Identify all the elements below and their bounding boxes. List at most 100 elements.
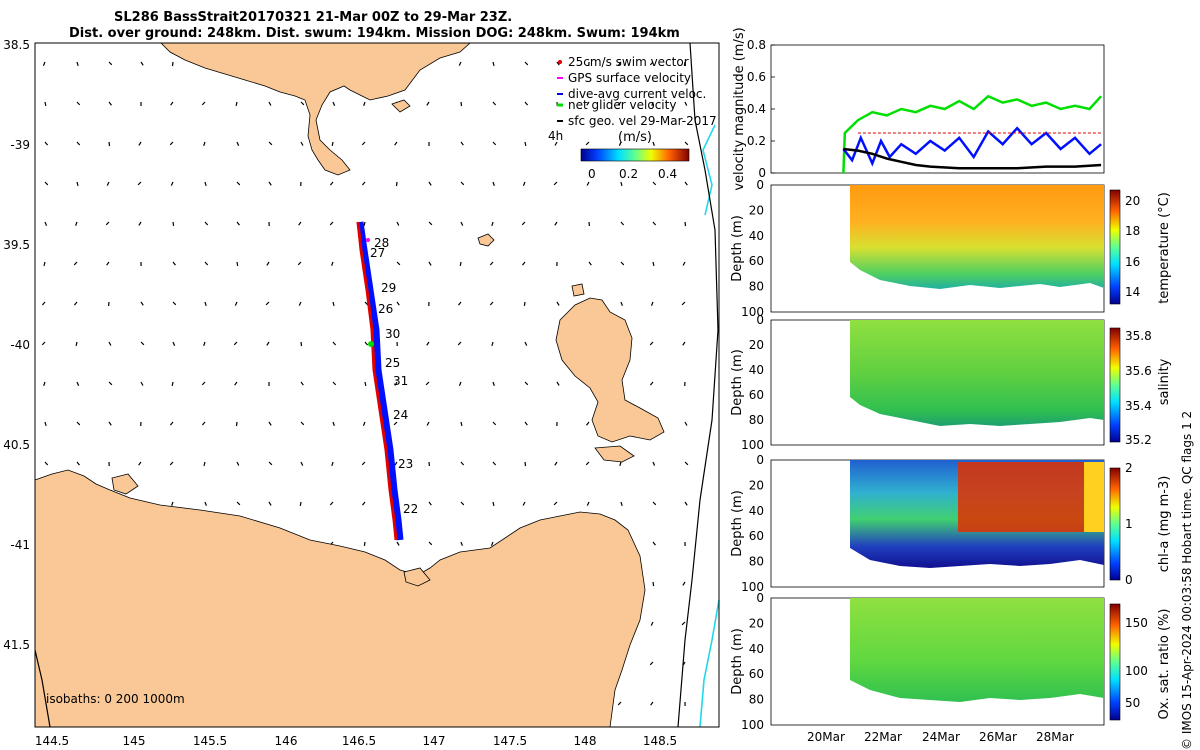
- velocity-arrow: [650, 301, 654, 306]
- lon-tick: 145: [123, 734, 146, 748]
- velocity-arrow: [108, 381, 113, 386]
- velocity-arrow: [332, 341, 337, 346]
- track-day-label: 29: [381, 281, 396, 295]
- velocity-arrow: [682, 581, 686, 586]
- velocity-arrow: [460, 181, 465, 186]
- velocity-arrow: [332, 381, 337, 386]
- velocity-arrow: [396, 261, 401, 266]
- velocity-arrow: [106, 181, 110, 186]
- depth-tick-label: 100: [741, 580, 764, 594]
- depth-tick-label: 40: [749, 363, 764, 377]
- legend-swatch: [558, 60, 562, 64]
- velocity-arrow: [235, 101, 238, 107]
- velocity-arrow: [76, 101, 81, 106]
- velocity-arrow: [329, 181, 334, 186]
- velocity-arrow: [42, 61, 46, 66]
- velocity-arrow: [492, 461, 497, 466]
- depth-ylabel: Depth (m): [730, 215, 745, 282]
- velocity-arrow: [492, 181, 495, 186]
- velocity-tick-label: 0: [758, 166, 766, 180]
- velocity-arrow: [489, 261, 494, 266]
- velocity-arrow: [620, 501, 623, 506]
- velocity-arrow: [201, 421, 206, 426]
- lat-tick: -41: [10, 538, 30, 552]
- velocity-arrow: [169, 421, 174, 426]
- velocity-arrow: [460, 541, 463, 546]
- velocity-arrow: [684, 221, 687, 227]
- track-day-label: 27: [370, 246, 385, 260]
- velocity-arrow: [108, 341, 112, 346]
- velocity-tick-label: 0.8: [747, 38, 766, 52]
- velocity-arrow: [460, 221, 464, 226]
- land-king-island-bits: [111, 473, 139, 495]
- land-flinders-island: [555, 297, 665, 443]
- track-day-label: 22: [403, 502, 418, 516]
- velocity-arrow: [652, 461, 656, 466]
- chla-mid-patch: [1084, 462, 1104, 532]
- velocity-arrow: [364, 341, 369, 346]
- velocity-arrow: [105, 221, 110, 226]
- velocity-arrow: [268, 501, 272, 506]
- velocity-arrow: [170, 181, 174, 186]
- velocity-arrow: [585, 461, 590, 466]
- temperature-panel: 20 18 16 14 temperature (°C): [770, 184, 1172, 313]
- velocity-arrow: [172, 341, 176, 346]
- velocity-arrow: [298, 301, 302, 306]
- velocity-arrow: [363, 541, 366, 546]
- lon-tick: 148: [574, 734, 597, 748]
- velocity-arrow: [76, 141, 81, 146]
- isobath-1000m: [677, 42, 719, 728]
- legend-label: net glider velocity: [568, 98, 676, 112]
- lon-tick: 147: [423, 734, 446, 748]
- date-axis: 20Mar 22Mar 24Mar 26Mar 28Mar: [807, 730, 1074, 744]
- chla-colorbar: [1109, 467, 1121, 581]
- date-tick: 28Mar: [1036, 730, 1074, 744]
- depth-tick-label: 0: [756, 591, 764, 605]
- date-tick: 22Mar: [864, 730, 902, 744]
- velocity-arrow: [428, 541, 433, 546]
- velocity-arrow: [617, 101, 622, 106]
- velocity-arrow: [524, 101, 529, 106]
- velocity-arrow: [44, 221, 48, 226]
- colorbar-tick: 35.8: [1125, 329, 1152, 343]
- velocity-arrow: [524, 421, 528, 426]
- velocity-arrow: [681, 301, 686, 306]
- velocity-arrow: [652, 141, 655, 146]
- velocity-arrow: [457, 341, 462, 346]
- velocity-arrow: [682, 261, 686, 266]
- velocity-arrow: [492, 61, 495, 67]
- velocity-arrow: [76, 381, 80, 386]
- velocity-arrow: [684, 141, 689, 146]
- velocity-arrow: [234, 301, 238, 306]
- velocity-arrow: [268, 101, 272, 106]
- velocity-arrow: [300, 421, 305, 426]
- velocity-arrow: [522, 501, 526, 506]
- velocity-arrow: [492, 381, 495, 386]
- velocity-arrow: [236, 461, 240, 466]
- velocity-panel: 0 0.2 0.4 0.6 0.8 velocity magnitude (m/s): [732, 27, 1105, 191]
- velocity-arrow: [137, 181, 142, 186]
- velocity-arrow: [233, 341, 238, 346]
- salinity-section: [850, 320, 1104, 426]
- depth-ylabel: Depth (m): [730, 628, 745, 695]
- velocity-arrow: [428, 221, 433, 226]
- chla-clabel: chl-a (mg m-3): [1157, 476, 1172, 573]
- velocity-arrow: [297, 261, 302, 266]
- velocity-arrow: [76, 181, 79, 187]
- velocity-arrow: [458, 381, 462, 386]
- velocity-arrow: [682, 341, 686, 346]
- temperature-colorbar: [1109, 189, 1121, 305]
- colorbar-tick: 20: [1125, 194, 1140, 208]
- velocity-arrow: [364, 381, 367, 387]
- velocity-arrow: [521, 221, 526, 226]
- velocity-arrow: [492, 141, 497, 146]
- depth-tick-label: 60: [749, 529, 764, 543]
- velocity-arrow: [619, 461, 622, 466]
- gps-surface-marker: [366, 238, 370, 242]
- velocity-arrow: [201, 101, 206, 106]
- velocity-arrow: [620, 181, 623, 187]
- isobath-200m: [699, 124, 720, 728]
- velocity-arrow: [172, 221, 175, 226]
- date-tick: 24Mar: [922, 730, 960, 744]
- velocity-arrow: [236, 141, 240, 146]
